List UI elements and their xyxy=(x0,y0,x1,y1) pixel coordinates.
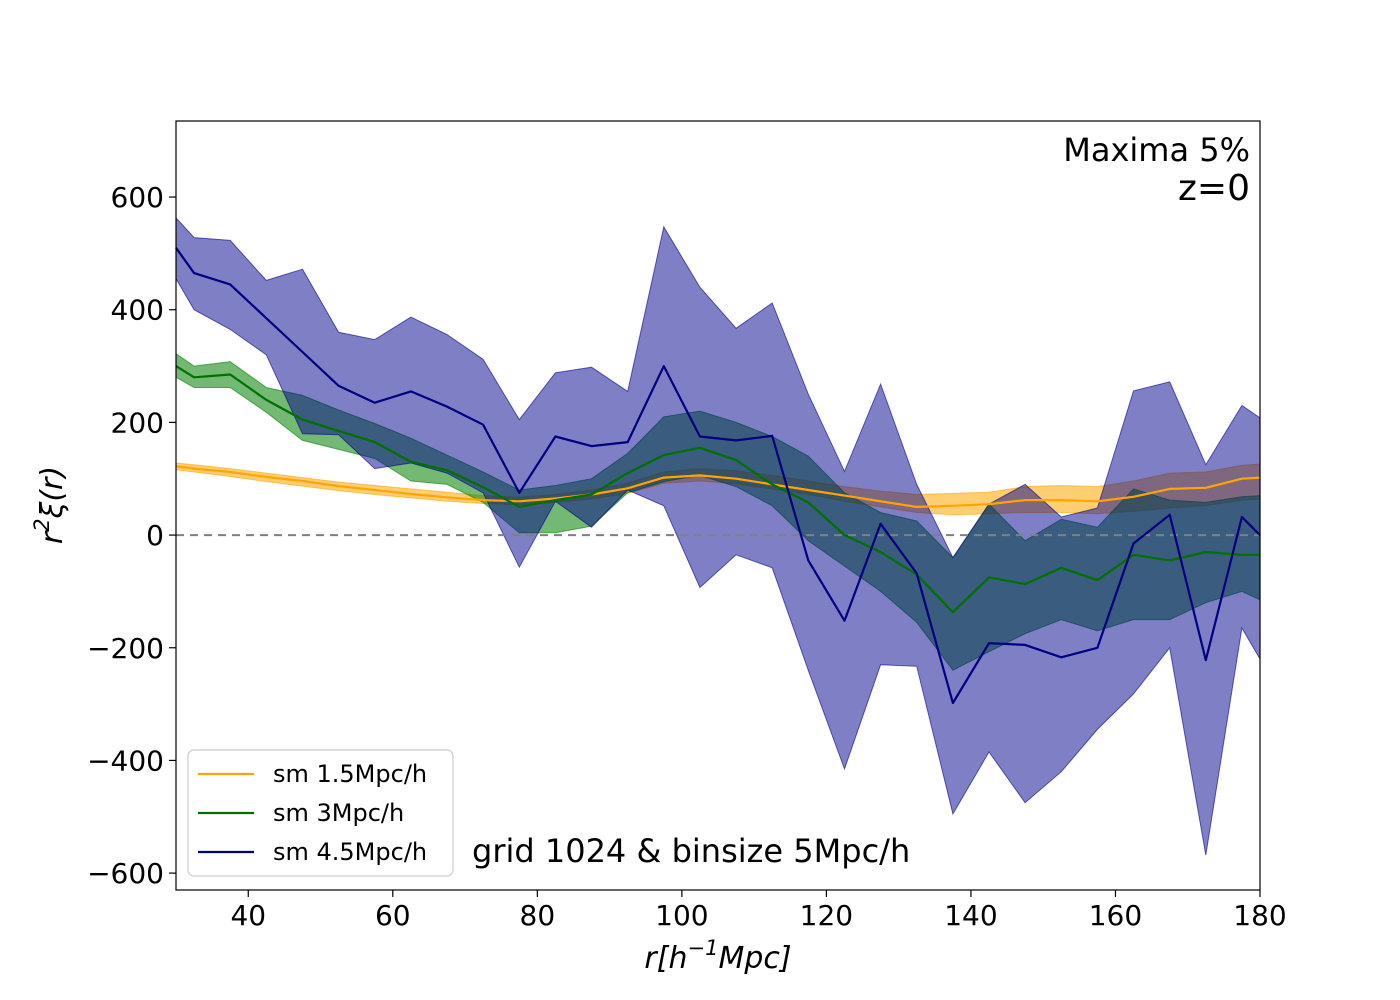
x-tick-label-80: 80 xyxy=(520,899,556,932)
plot-frame xyxy=(175,120,1261,891)
x-tick-label-180: 180 xyxy=(1233,899,1286,932)
legend-label-sm-1.5: sm 1.5Mpc/h xyxy=(273,760,427,788)
x-tick-label-60: 60 xyxy=(375,899,411,932)
y-tick-label-0: 0 xyxy=(146,519,164,552)
legend-label-sm-3: sm 3Mpc/h xyxy=(273,799,404,827)
line-sm-3mpc-h xyxy=(175,365,1260,614)
x-axis-ticks: 40 60 80 100 120 140 160 180 xyxy=(230,890,1287,932)
legend: sm 1.5Mpc/h sm 3Mpc/h sm 4.5Mpc/h xyxy=(187,749,454,877)
x-tick-label-120: 120 xyxy=(800,899,853,932)
x-tick-label-40: 40 xyxy=(230,899,266,932)
x-tick-label-140: 140 xyxy=(944,899,997,932)
annotation-maxima: Maxima 5% xyxy=(1063,131,1250,169)
y-tick-label-200: 200 xyxy=(111,406,164,439)
y-tick-label-400: 400 xyxy=(111,294,164,327)
series-lines xyxy=(175,247,1261,705)
x-tick-label-160: 160 xyxy=(1089,899,1142,932)
y-axis-ticks: −600 −400 −200 0 200 400 600 xyxy=(87,181,176,890)
y-tick-label--400: −400 xyxy=(87,744,164,777)
legend-label-sm-4.5: sm 4.5Mpc/h xyxy=(273,838,427,866)
y-tick-label--200: −200 xyxy=(87,632,164,665)
y-tick-label-600: 600 xyxy=(111,181,164,214)
y-tick-label--600: −600 xyxy=(87,857,164,890)
annotation-redshift: z=0 xyxy=(1178,168,1250,209)
x-axis-label: r[h−1Mpc] xyxy=(644,936,791,976)
x-tick-label-100: 100 xyxy=(655,899,708,932)
line-sm-4.5mpc-h xyxy=(175,247,1261,705)
y-axis-label: r2ξ(r) xyxy=(30,466,70,544)
legend-box xyxy=(187,749,454,877)
line-sm-1.5mpc-h xyxy=(175,465,1261,508)
annotation-grid: grid 1024 & binsize 5Mpc/h xyxy=(472,832,910,870)
